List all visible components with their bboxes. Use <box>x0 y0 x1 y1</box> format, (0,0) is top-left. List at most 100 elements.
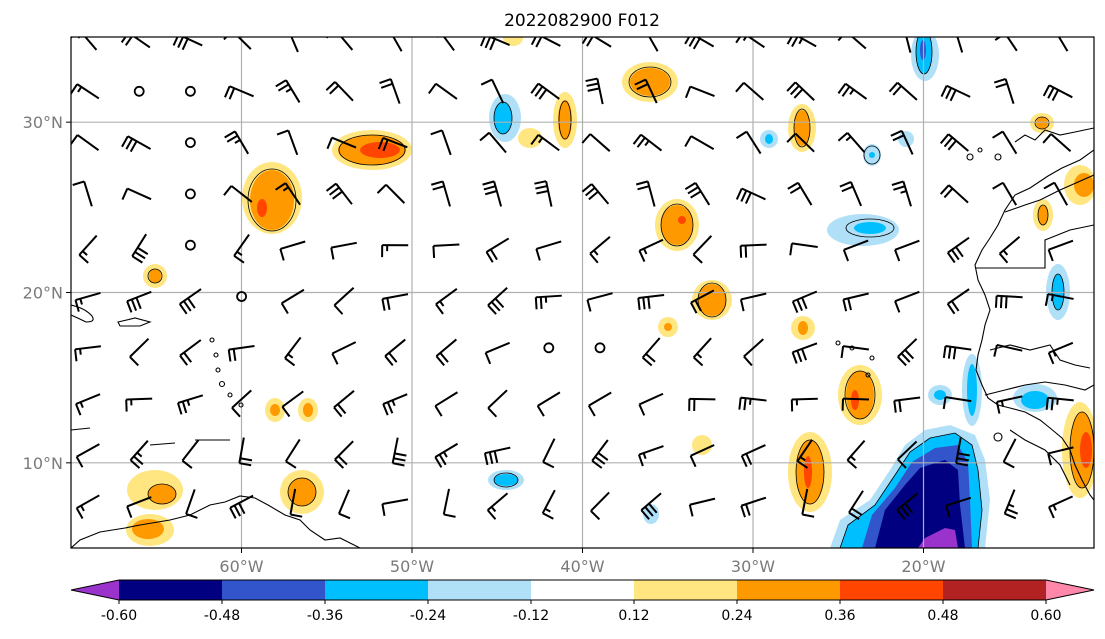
wind-barb <box>590 491 610 521</box>
wind-barb <box>586 292 613 312</box>
wind-barb <box>227 344 255 362</box>
cape-verde-island <box>865 372 871 378</box>
wind-barb <box>233 233 250 264</box>
border-west-africa <box>1009 429 1071 486</box>
wind-barb <box>121 135 152 153</box>
wind-barb <box>992 130 1018 155</box>
pos-anomaly-strong <box>678 216 686 224</box>
calm-wind-marker <box>184 188 196 200</box>
wind-barb <box>75 494 100 520</box>
wind-barb <box>381 498 409 516</box>
wind-barb <box>893 396 921 413</box>
wind-barb <box>480 78 505 104</box>
wind-barb <box>484 341 510 365</box>
wind-barb <box>179 339 202 366</box>
wind-barb <box>536 391 561 417</box>
lon-tick-label: 60°W <box>219 557 263 576</box>
wind-barb <box>640 492 662 520</box>
cape-verde-island <box>993 432 1003 442</box>
wind-barb <box>632 133 663 152</box>
wind-barb <box>897 338 918 367</box>
antilles-island <box>209 337 215 343</box>
wind-barb <box>692 337 712 367</box>
pos-anomaly <box>132 519 164 539</box>
pos-anomaly <box>1036 117 1048 129</box>
wind-barb <box>581 37 612 48</box>
wind-barb <box>740 444 766 468</box>
wind-barb <box>946 236 970 264</box>
wind-barb <box>581 133 611 152</box>
wind-barb <box>330 241 357 260</box>
colorbar-cell <box>222 580 326 600</box>
wind-barb <box>181 439 200 469</box>
wind-barb <box>129 337 150 367</box>
colorbar: -0.60 -0.48 -0.36 -0.24 -0.12 0.12 0.24 0.36 0.4… <box>70 579 1095 624</box>
pos-anomaly-strong <box>804 456 812 488</box>
wind-barb <box>333 287 355 315</box>
pos-anomaly-weak <box>518 128 542 148</box>
wind-barb <box>786 37 817 48</box>
wind-barb <box>480 37 510 51</box>
wind-barb <box>384 338 406 366</box>
wind-barb <box>72 180 93 207</box>
wind-barb <box>381 293 409 311</box>
antilles-island <box>227 392 233 398</box>
border-morocco <box>1004 174 1094 213</box>
colorbar-tick-label: -0.48 <box>204 608 240 624</box>
pos-anomaly <box>846 371 874 419</box>
colorbar-tick-label: 0.48 <box>927 608 958 624</box>
wind-barb <box>786 81 815 101</box>
wind-barb <box>1057 37 1069 52</box>
colorbar-cell <box>840 580 944 600</box>
wind-barb <box>946 288 970 315</box>
wind-barb <box>791 290 818 313</box>
lat-tick-label: 10°N <box>23 454 63 473</box>
colorbar-tick-label: 0.60 <box>1030 608 1061 624</box>
wind-barb <box>534 294 562 310</box>
pos-anomaly <box>288 478 316 506</box>
pos-anomaly <box>149 269 161 283</box>
wind-barb <box>1047 446 1074 466</box>
wind-barb <box>229 494 254 519</box>
wind-barb <box>275 79 301 103</box>
wind-barb <box>890 129 914 155</box>
wind-barb <box>542 438 556 469</box>
wind-barb <box>894 239 920 262</box>
wind-barb <box>894 290 920 313</box>
wind-barb <box>379 78 401 104</box>
wind-barb <box>841 397 870 411</box>
wind-barb <box>743 338 764 367</box>
colorbar-cell <box>119 580 223 600</box>
lon-tick-label: 20°W <box>901 557 945 576</box>
wind-barb <box>739 243 767 258</box>
wind-barb <box>1047 239 1074 262</box>
wind-barb <box>534 180 553 207</box>
wind-barb <box>289 488 303 518</box>
wind-barb <box>796 439 813 469</box>
wind-barb <box>942 396 972 410</box>
wind-barb <box>178 288 202 315</box>
wind-barb <box>591 439 609 469</box>
lon-tick-label: 40°W <box>560 557 604 576</box>
wind-barb <box>842 239 869 262</box>
wind-barb <box>535 240 562 261</box>
colorbar-tick-label: -0.12 <box>513 608 549 624</box>
wind-barb <box>442 488 456 518</box>
calm-wind-marker <box>543 342 555 354</box>
wind-barb <box>891 180 912 207</box>
neg-anomaly <box>854 222 886 234</box>
wind-barb <box>684 37 715 50</box>
wind-barb <box>839 181 863 207</box>
wind-barb <box>735 130 762 155</box>
wind-barb <box>585 77 604 105</box>
pos-anomaly <box>303 403 313 417</box>
wind-barb <box>430 129 452 156</box>
pos-anomaly-strong <box>1080 432 1092 468</box>
colorbar-cell <box>943 580 1047 600</box>
border-guinea <box>984 381 1094 396</box>
wind-barb <box>338 489 351 520</box>
wind-barb <box>581 183 610 205</box>
colorbar-cell <box>737 580 841 600</box>
wind-barb <box>78 234 98 264</box>
wind-barb <box>483 446 511 466</box>
